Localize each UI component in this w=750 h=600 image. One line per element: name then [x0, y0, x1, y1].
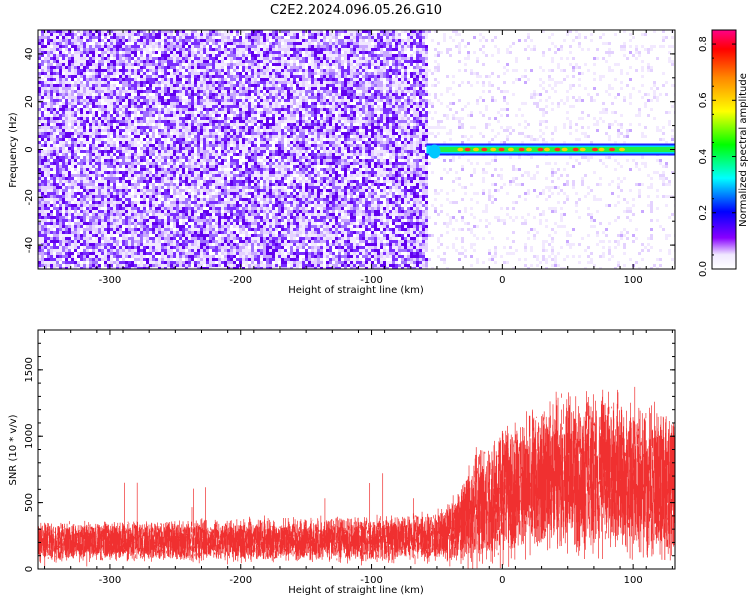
signal-line: [426, 143, 675, 159]
x-tick-label: 0: [499, 275, 505, 286]
y-tick-label: 40: [24, 48, 35, 61]
signal-peak: [554, 147, 561, 152]
signal-peak: [490, 147, 497, 152]
signal-peak: [457, 147, 464, 152]
x-tick-label: -100: [360, 275, 383, 286]
spectrogram-y-ticks: -40 -20 0 20 40: [24, 29, 675, 270]
y-tick-label: 1500: [24, 357, 35, 382]
x-tick-label: 100: [624, 575, 643, 586]
snr-x-ticks: -300 -200 -100 0 100: [44, 330, 673, 586]
signal-onset-blob: [428, 144, 441, 159]
y-tick-label: -20: [24, 189, 35, 205]
x-tick-label: -100: [360, 575, 383, 586]
colorbar-tick-label: 0.4: [698, 149, 709, 165]
figure-title: C2E2.2024.096.05.26.G10: [270, 3, 442, 18]
y-tick-label: 1000: [24, 423, 35, 448]
x-tick-label: 0: [499, 575, 505, 586]
colorbar-gradient: [711, 29, 737, 270]
signal-peak: [572, 147, 579, 152]
signal-peak: [472, 147, 479, 152]
colorbar-tick-label: 0.6: [698, 92, 709, 108]
signal-peak: [618, 147, 625, 152]
snr-y-ticks: 0 500 1000 1500: [24, 329, 675, 572]
snr-x-label: Height of straight line (km): [288, 585, 424, 596]
y-tick-label: 0: [24, 566, 35, 572]
spectrogram-x-ticks: -300 -200 -100 0 100: [44, 30, 673, 286]
colorbar-tick-label: 0.8: [698, 36, 709, 52]
y-tick-label: 0: [24, 146, 35, 152]
signal-peak: [561, 147, 568, 152]
signal-peak: [609, 147, 616, 152]
x-tick-label: -300: [99, 575, 122, 586]
colorbar-tick-label: 0.0: [698, 261, 709, 277]
signal-peak: [498, 147, 505, 152]
signal-peak: [518, 147, 525, 152]
snr-trace: [38, 386, 675, 569]
signal-peak: [591, 147, 598, 152]
signal-peak: [579, 147, 586, 152]
x-tick-label: 100: [624, 275, 643, 286]
spectrogram-x-label: Height of straight line (km): [288, 285, 424, 296]
y-tick-label: -40: [24, 237, 35, 253]
y-tick-label: 500: [24, 493, 35, 512]
signal-peak: [481, 147, 488, 152]
x-tick-label: -200: [229, 275, 252, 286]
y-tick-label: 20: [24, 95, 35, 108]
colorbar-tick-label: 0.2: [698, 205, 709, 221]
x-tick-label: -300: [99, 275, 122, 286]
colorbar: 0.0 0.2 0.4 0.6 0.8 Normalized spectral ampl…: [698, 29, 749, 277]
signal-peak: [537, 147, 544, 152]
colorbar-ticks: 0.0 0.2 0.4 0.6 0.8: [698, 29, 736, 277]
snr-series: [38, 386, 675, 569]
signal-peak: [464, 147, 471, 152]
signal-peak: [544, 147, 551, 152]
snr-panel: -300 -200 -100 0 100 0 500 1000 1500 Height of …: [8, 329, 676, 596]
colorbar-label: Normalized spectral amplitude: [738, 73, 749, 227]
spectrogram-y-label: Frequency (Hz): [8, 112, 19, 188]
signal-peak: [598, 147, 605, 152]
signal-peak: [507, 147, 514, 152]
x-tick-label: -200: [229, 575, 252, 586]
signal-peak: [525, 147, 532, 152]
snr-y-label: SNR (10 * v/v): [8, 414, 19, 485]
